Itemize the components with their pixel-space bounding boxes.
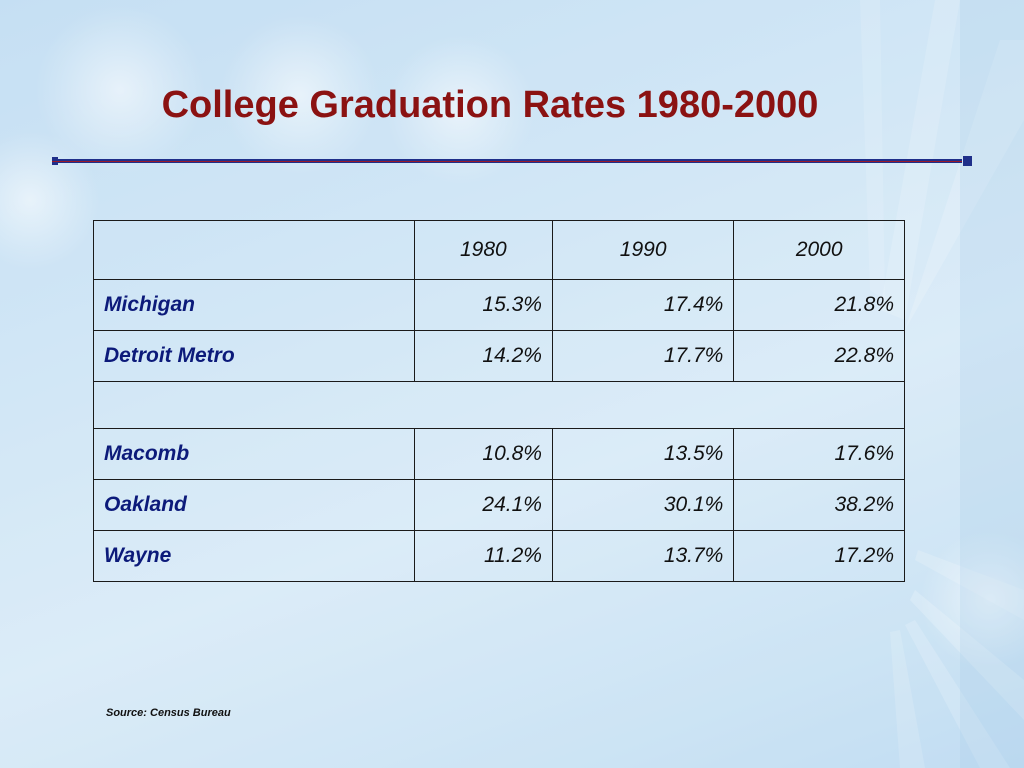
table-cell: 14.2%: [413, 330, 553, 382]
header-cell-1980: 1980: [413, 220, 553, 280]
row-label-detroit-metro: Detroit Metro: [93, 330, 415, 382]
table-cell: 11.2%: [413, 530, 553, 582]
table-cell: 22.8%: [733, 330, 905, 382]
table-cell: 13.5%: [551, 428, 735, 480]
source-note: Source: Census Bureau: [106, 707, 231, 719]
graduation-rates-table: 1980 1990 2000 Michigan 15.3% 17.4% 21.8…: [93, 220, 905, 582]
table-cell: 17.2%: [733, 530, 905, 582]
table-row: Wayne 11.2% 13.7% 17.2%: [93, 530, 905, 582]
row-label-michigan: Michigan: [93, 279, 415, 331]
header-cell-1990: 1990: [551, 220, 735, 280]
table-row: Oakland 24.1% 30.1% 38.2%: [93, 479, 905, 531]
header-cell-blank: [93, 220, 415, 280]
header-cell-2000: 2000: [733, 220, 905, 280]
title-divider: [52, 156, 972, 166]
table-row: Michigan 15.3% 17.4% 21.8%: [93, 279, 905, 331]
table-cell: 15.3%: [413, 279, 553, 331]
table-row: Macomb 10.8% 13.5% 17.6%: [93, 428, 905, 480]
divider-accent-line: [52, 161, 962, 162]
slide-title: College Graduation Rates 1980-2000: [161, 84, 819, 126]
table-cell: 21.8%: [733, 279, 905, 331]
table-cell: 24.1%: [413, 479, 553, 531]
table-row: Detroit Metro 14.2% 17.7% 22.8%: [93, 330, 905, 382]
table-cell: 13.7%: [551, 530, 735, 582]
table-cell: 17.6%: [733, 428, 905, 480]
table-spacer-row: [93, 381, 905, 429]
table-cell: 17.4%: [551, 279, 735, 331]
table-cell: 38.2%: [733, 479, 905, 531]
row-label-oakland: Oakland: [93, 479, 415, 531]
table-cell: 10.8%: [413, 428, 553, 480]
table-header-row: 1980 1990 2000: [93, 220, 905, 280]
spacer-cell: [93, 381, 905, 429]
table-cell: 17.7%: [551, 330, 735, 382]
row-label-macomb: Macomb: [93, 428, 415, 480]
table-cell: 30.1%: [551, 479, 735, 531]
row-label-wayne: Wayne: [93, 530, 415, 582]
divider-cap-right: [963, 156, 972, 166]
